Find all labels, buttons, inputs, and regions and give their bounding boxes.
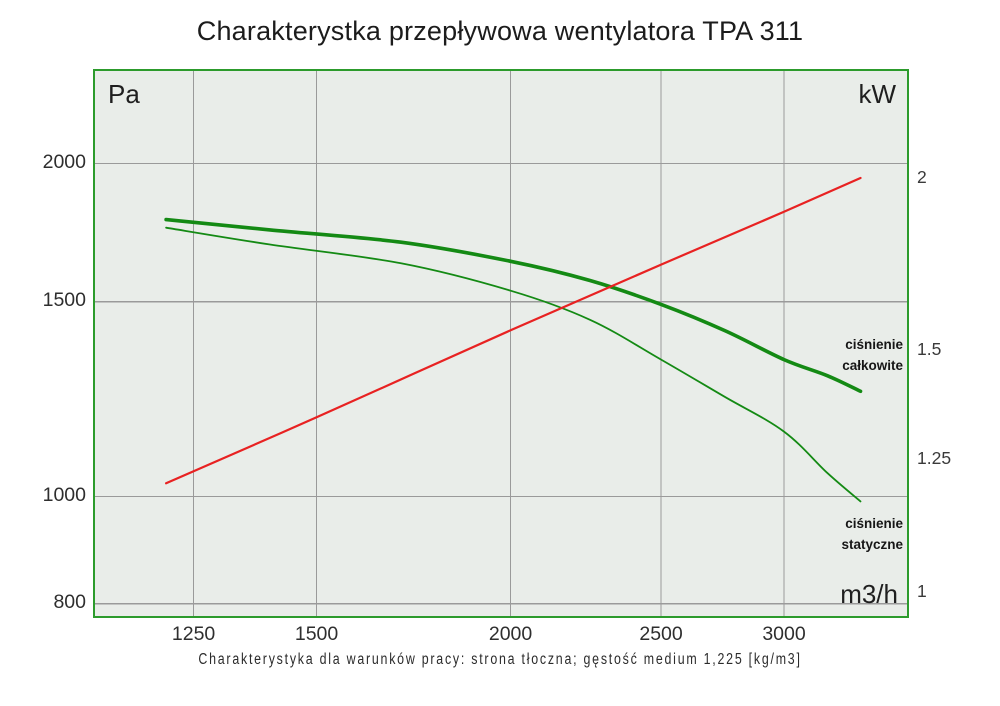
right-axis-tick-1: 1: [917, 581, 927, 602]
annotation-static-pressure-line1: ciśnienie: [845, 516, 903, 531]
left-axis-tick-1500: 1500: [42, 288, 86, 311]
x-axis-tick-1250: 1250: [171, 623, 216, 645]
x-axis-tick-2500: 2500: [639, 623, 683, 645]
left-axis-unit-label: Pa: [108, 79, 140, 109]
series-ciśnienie-statyczne: [165, 226, 862, 503]
x-axis-tick-3000: 3000: [762, 623, 806, 645]
x-axis-tick-1500: 1500: [294, 623, 339, 645]
left-axis-tick-800: 800: [53, 590, 86, 613]
annotation-static-pressure: ciśnienie statyczne: [841, 513, 903, 555]
annotation-static-pressure-line2: statyczne: [841, 537, 903, 552]
series-moc: [165, 176, 862, 485]
x-axis-unit-label: m3/h: [840, 579, 898, 609]
right-axis-unit-label: kW: [858, 79, 896, 109]
annotation-total-pressure-line2: całkowite: [842, 358, 903, 373]
x-axis-tick-2000: 2000: [488, 623, 533, 645]
chart-caption: Charakterystyka dla warunków pracy: stro…: [0, 651, 1000, 669]
series-ciśnienie-całkowite: [164, 217, 863, 394]
right-axis-tick-2: 2: [917, 166, 927, 187]
annotation-total-pressure: ciśnienie całkowite: [842, 334, 903, 376]
plot-area: Pa kW m3/h ciśnienie całkowite ciśnienie…: [93, 69, 909, 618]
annotation-total-pressure-line1: ciśnienie: [845, 337, 903, 352]
chart-title: Charakterystka przepływowa wentylatora T…: [196, 16, 804, 46]
chart-caption-text: Charakterystyka dla warunków pracy: stro…: [198, 651, 802, 668]
right-axis-tick-1.5: 1.5: [917, 338, 942, 359]
plot-canvas: [95, 71, 907, 616]
left-axis-tick-1000: 1000: [42, 483, 86, 506]
right-axis-tick-1.25: 1.25: [917, 447, 952, 468]
left-axis-tick-2000: 2000: [42, 150, 86, 173]
